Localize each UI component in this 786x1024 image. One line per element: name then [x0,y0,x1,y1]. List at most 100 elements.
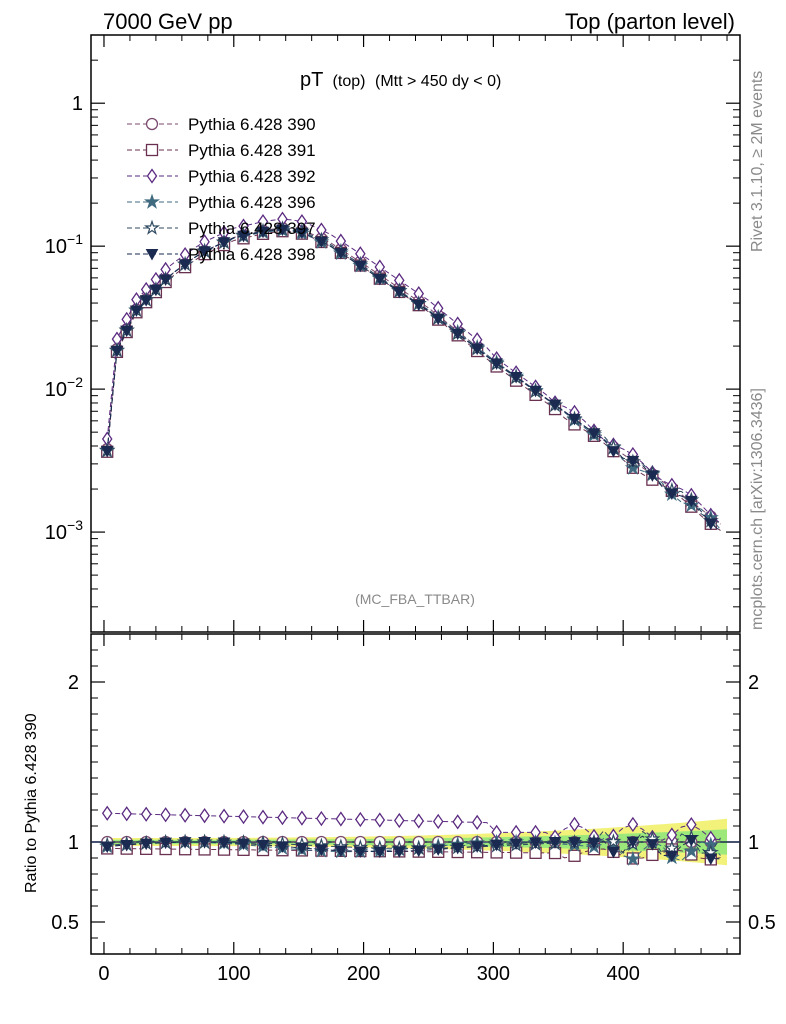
ratio-point [217,837,231,850]
legend-marker [143,193,161,209]
series-line-main [106,229,721,532]
x-tick-label: 0 [98,963,109,985]
legend: Pythia 6.428 390 Pythia 6.428 391 Pythia 6… [127,115,316,264]
data-point [373,273,387,286]
legend-entry: Pythia 6.428 396 [127,193,316,212]
ratio-y-tick-label-right: 1 [748,832,759,854]
series-pythia-6-428-390 [101,221,721,849]
legend-label: Pythia 6.428 398 [188,245,316,264]
ratio-point [663,839,680,856]
ratio-point [237,838,250,851]
data-point [568,413,581,426]
data-point [392,286,406,299]
data-point [451,328,465,341]
data-point [684,495,698,508]
ratio-point [276,841,289,853]
data-point [529,385,542,398]
ratio-point [432,813,444,830]
data-point [100,445,114,458]
legend-marker [145,117,159,131]
x-tick-label: 400 [606,963,639,985]
series-line-ratio [107,835,721,860]
legend-label: Pythia 6.428 390 [188,115,316,134]
ratio-point [277,809,288,826]
ratio-point [199,808,210,824]
plot-title-sub1: (top) [333,73,366,90]
legend-marker [145,249,159,261]
legend-label: Pythia 6.428 396 [188,193,316,212]
ratio-point [256,839,270,852]
ratio-y-tick-label-right: 0.5 [748,912,776,934]
legend-marker [146,168,158,184]
data-point [237,230,250,243]
ratio-point [374,812,386,828]
ratio-point [684,835,698,847]
series-pythia-6-428-391 [101,225,721,866]
data-point [276,224,289,237]
ratio-point [412,845,426,858]
data-point [665,488,679,501]
data-point [490,358,503,370]
ratio-point [624,850,641,866]
ratio-point [121,806,132,822]
ratio-point [569,816,580,833]
axes: 0 100 200 300 400 10−3 10−2 10−1 1 0.5 0.5 1 1 2 2 [45,34,776,985]
legend-marker [145,143,159,157]
legend-label: Pythia 6.428 397 [188,219,316,238]
ratio-y-tick-label: 1 [68,832,79,854]
legend-entry: Pythia 6.428 398 [127,245,316,264]
data-point [130,305,143,318]
header-right: Top (parton level) [565,9,735,34]
ratio-point [218,808,230,824]
ratio-point [646,839,659,851]
y-tick-label: 10−3 [45,517,83,544]
ratio-point [238,808,249,825]
data-point [431,313,445,326]
ratio-point [295,842,309,855]
ratio-point [470,841,484,853]
ratio-point [490,839,503,852]
ratio-point [646,848,659,862]
ratio-point [100,841,114,854]
data-point [412,299,426,312]
ratio-point [335,811,347,827]
ratio-point [605,833,622,849]
data-point [607,446,620,458]
data-point [178,259,192,271]
legend-label: Pythia 6.428 391 [188,141,316,160]
series-line-main [106,218,721,524]
plot-title-main: pT [300,69,323,91]
ratio-point [626,836,640,849]
ratio-panel-frame [90,633,741,955]
series-pythia-6-428-392 [101,211,721,846]
ratio-y-tick-label: 2 [68,672,79,694]
ratio-point [353,846,367,858]
rivet-label: Rivet 3.1.10, ≥ 2M events [749,71,766,252]
analysis-tag: (MC_FBA_TTBAR) [355,591,475,607]
ratio-point [316,810,327,827]
header-left: 7000 GeV pp [103,9,233,34]
series-line-main [106,227,721,525]
legend-entry: Pythia 6.428 397 [127,219,316,238]
ratio-point [509,838,523,850]
ratio-point [627,816,639,833]
data-point [587,428,601,440]
data-point [315,236,328,249]
ratio-point [334,845,348,858]
plot-title-sub2: (Mtt > 450 dy < 0) [375,73,501,90]
data-point [626,455,640,468]
mcplots-label: mcplots.cern.ch [arXiv:1306.3436] [749,388,766,630]
data-point [198,246,211,258]
ratio-point [101,805,113,821]
ratio-point [140,806,152,822]
y-tick-label: 10−2 [45,374,83,401]
x-tick-label: 300 [477,963,510,985]
data-point [139,295,153,307]
ratio-point [413,813,425,829]
series-curves [99,211,721,866]
ratio-point [160,807,171,823]
data-point [548,399,562,412]
series-line-main [106,230,721,531]
ratio-point [257,809,269,825]
